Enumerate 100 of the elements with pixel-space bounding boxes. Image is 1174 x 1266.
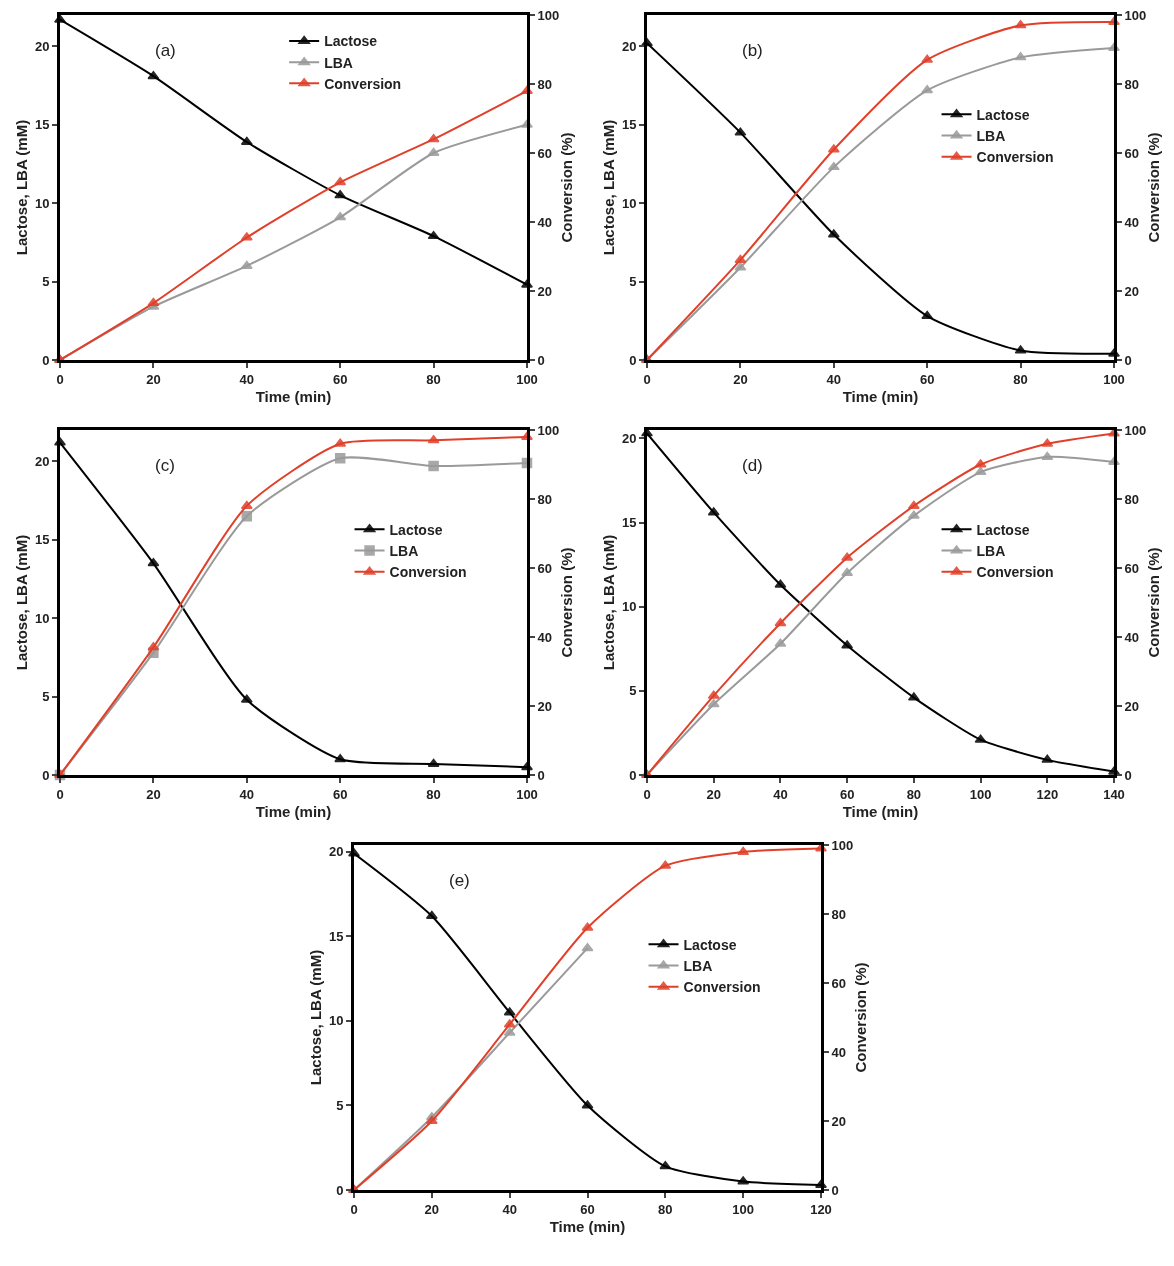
x-tick-label: 60 [332,371,348,387]
x-tick-label: 80 [426,371,441,387]
y2-tick-label: 20 [1124,283,1140,299]
x-tick-label: 40 [826,371,842,387]
y2-axis-title: Conversion (%) [558,547,576,658]
y2-tick-label: 100 [831,837,853,853]
y-tick-label: 20 [34,38,50,54]
y2-tick-label: 80 [831,906,846,922]
y-tick-label: 0 [629,767,637,783]
x-tick-label: 40 [239,786,255,802]
y2-tick-label: 100 [1124,422,1147,438]
x-tick-label: 80 [906,786,922,802]
legend-label: Conversion [976,564,1054,581]
y2-tick-label: 60 [831,975,846,991]
y2-tick-label: 80 [537,76,553,92]
annotation: (e) [448,871,470,890]
y2-tick-label: 0 [831,1182,839,1198]
y2-tick-label: 0 [1124,352,1132,368]
y-axis-title: Lactose, LBA (mM) [306,949,324,1086]
y-tick-label: 0 [335,1182,343,1198]
legend-label: Conversion [976,149,1054,166]
y2-tick-label: 40 [537,214,553,230]
y2-tick-label: 60 [1124,145,1140,161]
legend-label: Lactose [683,936,737,953]
y-tick-label: 0 [629,352,637,368]
y-tick-label: 10 [621,195,637,211]
legend-label: Conversion [324,75,402,92]
x-tick-label: 20 [146,371,161,387]
y2-tick-label: 100 [1124,7,1147,23]
y2-tick-label: 0 [537,767,545,783]
y-tick-label: 15 [34,117,50,133]
x-tick-label: 120 [809,1201,832,1217]
y2-tick-label: 60 [537,560,553,576]
y2-tick-label: 100 [537,422,560,438]
x-tick-label: 20 [146,786,161,802]
y-axis-title: Lactose, LBA (mM) [600,119,618,256]
x-tick-label: 60 [579,1201,595,1217]
y-tick-label: 0 [42,767,50,783]
x-tick-label: 40 [501,1201,517,1217]
y2-axis-title: Conversion (%) [1145,132,1163,243]
y-axis-title: Lactose, LBA (mM) [13,534,31,671]
y-axis-title: Lactose, LBA (mM) [13,119,31,256]
x-tick-label: 20 [706,786,721,802]
legend-label: LBA [389,543,419,560]
y-tick-label: 5 [335,1097,343,1113]
annotation: (c) [155,456,175,475]
x-tick-label: 0 [56,786,64,802]
x-axis-title: Time (min) [255,802,332,820]
annotation: (b) [742,41,763,60]
x-tick-label: 80 [1013,371,1028,387]
y2-tick-label: 0 [537,352,545,368]
y-tick-label: 15 [34,532,50,548]
x-tick-label: 80 [426,786,441,802]
y2-tick-label: 40 [831,1044,846,1060]
x-axis-title: Time (min) [842,802,919,820]
y-tick-label: 20 [34,453,50,469]
y2-tick-label: 20 [537,283,553,299]
legend-label: Lactose [976,106,1030,123]
y2-tick-label: 100 [537,7,560,23]
x-tick-label: 140 [1103,786,1125,802]
y-tick-label: 10 [34,195,50,211]
annotation: (a) [155,41,176,60]
y-tick-label: 20 [328,844,343,860]
x-tick-label: 60 [332,786,348,802]
y-tick-label: 5 [629,683,637,699]
y-tick-label: 20 [621,430,637,446]
legend-label: LBA [683,958,712,975]
y-tick-label: 10 [328,1013,343,1029]
y-tick-label: 15 [621,515,637,531]
legend-label: Lactose [324,33,378,50]
y2-axis-title: Conversion (%) [1145,547,1163,658]
legend-label: LBA [976,543,1006,560]
y-axis-title: Lactose, LBA (mM) [600,534,618,671]
x-axis-title: Time (min) [549,1217,625,1235]
y2-tick-label: 40 [1124,629,1140,645]
y2-tick-label: 60 [537,145,553,161]
x-tick-label: 0 [56,371,64,387]
y-tick-label: 5 [629,274,637,290]
x-tick-label: 100 [969,786,992,802]
y2-tick-label: 0 [1124,767,1132,783]
x-tick-label: 60 [919,371,935,387]
y2-axis-title: Conversion (%) [851,962,869,1073]
legend-label: Conversion [683,979,761,996]
x-tick-label: 100 [1103,371,1125,387]
x-tick-label: 100 [516,371,538,387]
x-tick-label: 100 [516,786,538,802]
legend-label: LBA [324,54,353,71]
x-tick-label: 40 [239,371,255,387]
y-tick-label: 15 [621,117,637,133]
x-tick-label: 60 [839,786,855,802]
y-tick-label: 20 [621,38,637,54]
y-tick-label: 10 [34,610,50,626]
y2-tick-label: 20 [537,698,553,714]
y-tick-label: 5 [42,274,50,290]
annotation: (d) [742,456,763,475]
x-tick-label: 0 [349,1201,358,1217]
y-tick-label: 5 [42,689,50,705]
legend-label: Lactose [976,521,1030,538]
y2-tick-label: 60 [1124,560,1140,576]
x-tick-label: 0 [643,786,651,802]
